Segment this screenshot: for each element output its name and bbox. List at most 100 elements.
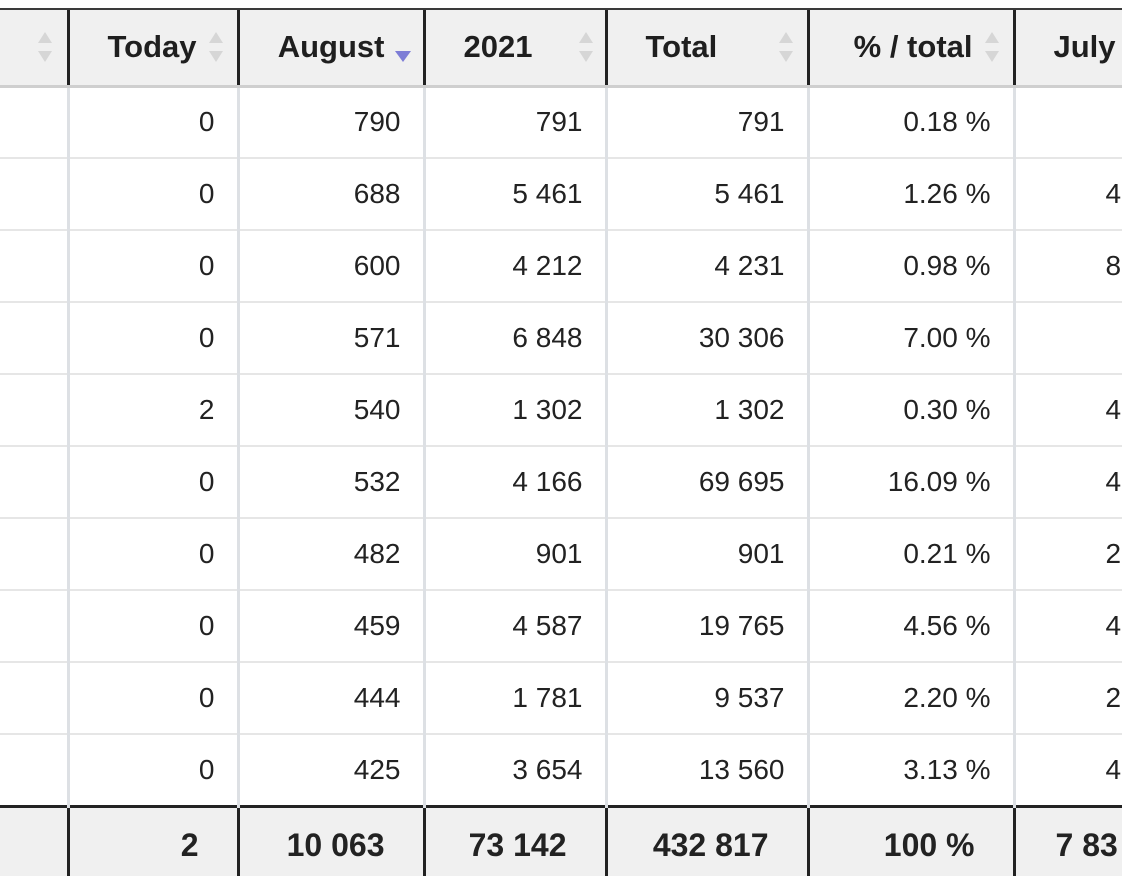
row-name-cell [0,518,68,591]
row-name-cell [0,86,68,159]
cell-total: 13 560 [604,734,808,807]
cell-pct: 0.21 % [806,518,1014,591]
cell-july [1012,302,1122,375]
header-row: Today August 2021 Total % / total [0,10,1122,88]
cell-august: 790 [236,86,424,159]
cell-today: 0 [66,446,238,519]
cell-total: 5 461 [604,158,808,231]
cell-july: 4 [1012,158,1122,231]
row-name-cell [0,446,68,519]
table-row[interactable]: 0 444 1 781 9 537 2.20 % 2 [0,662,1122,735]
cell-total: 30 306 [604,302,808,375]
stats-table: Today August 2021 Total % / total [0,10,1122,876]
table-row[interactable]: 0 571 6 848 30 306 7.00 % [0,302,1122,375]
col-header-total[interactable]: Total [604,10,808,88]
cell-year: 4 587 [422,590,606,663]
col-header-label: Today [107,29,197,65]
cell-today: 0 [66,518,238,591]
cell-july: 4 [1012,374,1122,447]
col-header-today[interactable]: Today [66,10,238,88]
col-header-july[interactable]: July [1012,10,1122,88]
cell-july: 2 [1012,518,1122,591]
sort-both-icon[interactable] [984,32,999,63]
cell-year: 6 848 [422,302,606,375]
cell-august: 532 [236,446,424,519]
cell-july: 4 [1012,590,1122,663]
sort-both-icon[interactable] [208,32,223,63]
cell-total: 19 765 [604,590,808,663]
cell-pct: 16.09 % [806,446,1014,519]
cell-total: 791 [604,86,808,159]
cell-year: 1 302 [422,374,606,447]
col-header-pct-total[interactable]: % / total [806,10,1014,88]
table-row[interactable]: 0 425 3 654 13 560 3.13 % 4 [0,734,1122,807]
col-header-label: August [277,29,385,65]
cell-total: 9 537 [604,662,808,735]
cell-july: 4 [1012,734,1122,807]
cell-july: 4 [1012,446,1122,519]
table-row[interactable]: 0 532 4 166 69 695 16.09 % 4 [0,446,1122,519]
cell-august: 600 [236,230,424,303]
totals-august: 10 063 [236,804,424,876]
cell-pct: 4.56 % [806,590,1014,663]
cell-july: 8 [1012,230,1122,303]
cell-year: 5 461 [422,158,606,231]
cell-year: 3 654 [422,734,606,807]
col-header-name[interactable] [0,10,68,88]
row-name-cell [0,590,68,663]
totals-july: 7 83 [1012,804,1122,876]
table-top-border [0,8,1122,10]
cell-august: 688 [236,158,424,231]
col-header-label: 2021 [463,29,533,65]
sort-desc-icon[interactable] [394,51,411,63]
row-name-cell [0,734,68,807]
totals-pct: 100 % [806,804,1014,876]
cell-august: 540 [236,374,424,447]
table-row[interactable]: 0 790 791 791 0.18 % [0,86,1122,159]
col-header-label: % / total [853,29,973,65]
totals-total: 432 817 [604,804,808,876]
cell-today: 0 [66,158,238,231]
cell-year: 901 [422,518,606,591]
cell-today: 0 [66,590,238,663]
table-row[interactable]: 0 688 5 461 5 461 1.26 % 4 [0,158,1122,231]
row-name-cell [0,662,68,735]
col-header-2021[interactable]: 2021 [422,10,606,88]
cell-august: 425 [236,734,424,807]
row-name-cell [0,230,68,303]
cell-total: 69 695 [604,446,808,519]
cell-august: 571 [236,302,424,375]
sort-both-icon[interactable] [778,32,793,63]
table-row[interactable]: 0 600 4 212 4 231 0.98 % 8 [0,230,1122,303]
cell-july: 2 [1012,662,1122,735]
row-name-cell [0,302,68,375]
cell-year: 791 [422,86,606,159]
totals-row: 2 10 063 73 142 432 817 100 % 7 83 [0,804,1122,876]
totals-today: 2 [66,804,238,876]
totals-year: 73 142 [422,804,606,876]
table-row[interactable]: 0 459 4 587 19 765 4.56 % 4 [0,590,1122,663]
cell-pct: 0.18 % [806,86,1014,159]
cell-year: 4 166 [422,446,606,519]
cell-today: 0 [66,86,238,159]
table-row[interactable]: 2 540 1 302 1 302 0.30 % 4 [0,374,1122,447]
cell-year: 1 781 [422,662,606,735]
cell-today: 0 [66,230,238,303]
cell-pct: 1.26 % [806,158,1014,231]
col-header-august[interactable]: August [236,10,424,88]
cell-today: 2 [66,374,238,447]
cell-total: 1 302 [604,374,808,447]
cell-today: 0 [66,662,238,735]
table-row[interactable]: 0 482 901 901 0.21 % 2 [0,518,1122,591]
cell-pct: 0.30 % [806,374,1014,447]
row-name-cell [0,158,68,231]
cell-total: 4 231 [604,230,808,303]
cell-august: 444 [236,662,424,735]
sort-both-icon[interactable] [38,32,52,63]
sort-both-icon[interactable] [578,32,593,63]
col-header-label: Total [645,29,718,65]
cell-july [1012,86,1122,159]
row-name-cell [0,374,68,447]
totals-name-cell [0,804,68,876]
